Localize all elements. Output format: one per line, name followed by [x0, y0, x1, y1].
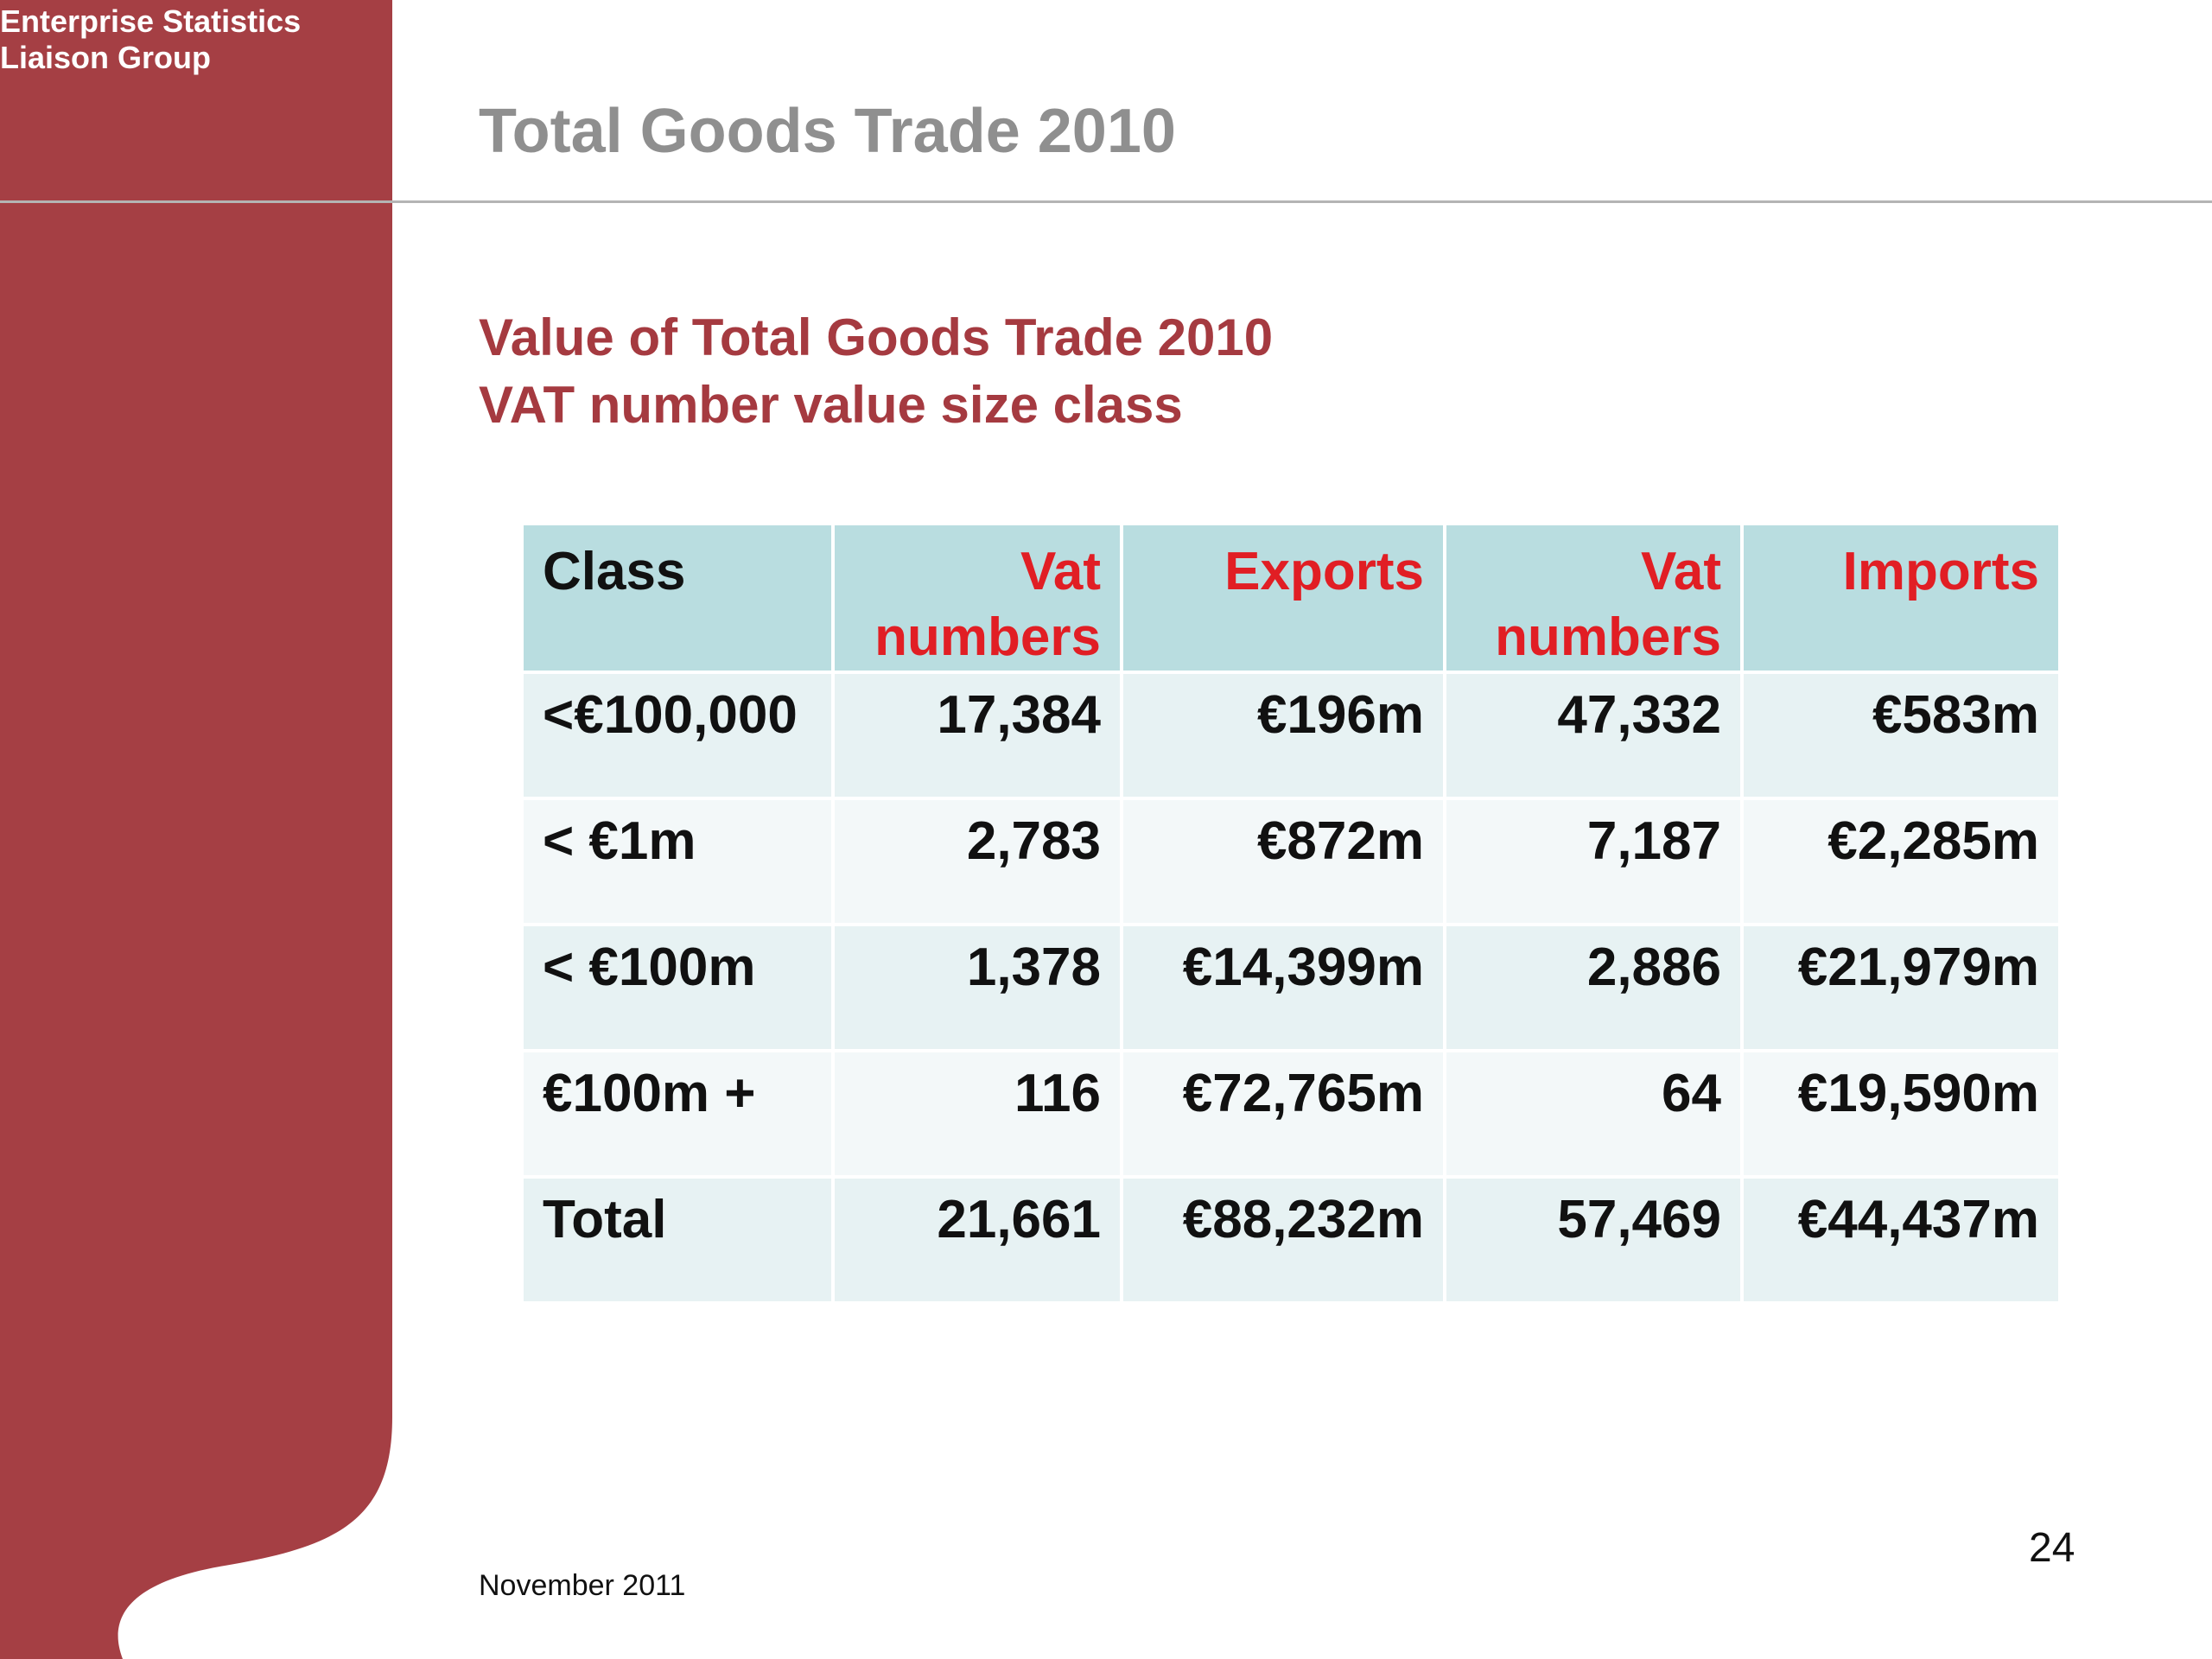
export-vat-numbers-cell: 1,378: [831, 923, 1123, 1052]
export-vat-numbers-cell: 116: [831, 1049, 1123, 1179]
size-class-cell: <€100,000: [520, 671, 835, 800]
imports-value-cell: €21,979m: [1740, 923, 2062, 1052]
export-vat-numbers-cell: 17,384: [831, 671, 1123, 800]
exports-value-cell: €872m: [1120, 797, 1446, 926]
table-row: < €100m 1,378 €14,399m 2,886 €21,979m: [520, 923, 2062, 1052]
slide-title: Total Goods Trade 2010: [479, 97, 1176, 166]
organization-name-line-1: Enterprise Statistics: [0, 3, 302, 39]
import-vat-numbers-cell: 64: [1443, 1049, 1744, 1179]
column-header-import-vat-line-1: Vat: [1640, 542, 1721, 601]
imports-value-cell: €2,285m: [1740, 797, 2062, 926]
table-subtitle-line-1: Value of Total Goods Trade 2010: [479, 308, 1274, 366]
sidebar-curve-shape: [0, 0, 392, 1659]
import-vat-numbers-cell: 2,886: [1443, 923, 1744, 1052]
column-header-export-vat-line-2: numbers: [874, 607, 1101, 667]
imports-value-cell: €44,437m: [1740, 1175, 2062, 1305]
exports-value-cell: €196m: [1120, 671, 1446, 800]
table-row: <€100,000 17,384 €196m 47,332 €583m: [520, 671, 2062, 800]
exports-value-cell: €14,399m: [1120, 923, 1446, 1052]
column-header-export-vat-numbers: Vat numbers: [831, 522, 1123, 674]
column-header-export-vat-line-1: Vat: [1020, 542, 1101, 601]
organization-name-line-2: Liaison Group: [0, 40, 212, 75]
footer-date: November 2011: [479, 1569, 686, 1602]
import-vat-numbers-cell: 57,469: [1443, 1175, 1744, 1305]
exports-value-cell: €88,232m: [1120, 1175, 1446, 1305]
table-header-row: Class Vat numbers Exports Vat numbers Im…: [520, 522, 2062, 674]
column-header-import-vat-line-2: numbers: [1495, 607, 1721, 667]
organization-name: Enterprise Statistics Liaison Group: [0, 3, 301, 76]
exports-value-cell: €72,765m: [1120, 1049, 1446, 1179]
imports-value-cell: €19,590m: [1740, 1049, 2062, 1179]
import-vat-numbers-cell: 7,187: [1443, 797, 1744, 926]
export-vat-numbers-cell: 2,783: [831, 797, 1123, 926]
table-row: €100m + 116 €72,765m 64 €19,590m: [520, 1049, 2062, 1179]
column-header-imports: Imports: [1740, 522, 2062, 674]
page-number: 24: [2029, 1525, 2075, 1571]
table-subtitle: Value of Total Goods Trade 2010 VAT numb…: [479, 304, 1273, 439]
column-header-import-vat-numbers: Vat numbers: [1443, 522, 1744, 674]
table-subtitle-line-2: VAT number value size class: [479, 376, 1183, 434]
goods-trade-table: Class Vat numbers Exports Vat numbers Im…: [520, 522, 2062, 1305]
size-class-cell: €100m +: [520, 1049, 835, 1179]
column-header-class: Class: [520, 522, 835, 674]
size-class-cell: < €100m: [520, 923, 835, 1052]
header-divider: [0, 200, 2212, 203]
imports-value-cell: €583m: [1740, 671, 2062, 800]
size-class-cell: < €1m: [520, 797, 835, 926]
export-vat-numbers-cell: 21,661: [831, 1175, 1123, 1305]
table-total-row: Total 21,661 €88,232m 57,469 €44,437m: [520, 1175, 2062, 1305]
column-header-exports: Exports: [1120, 522, 1446, 674]
table-row: < €1m 2,783 €872m 7,187 €2,285m: [520, 797, 2062, 926]
size-class-cell: Total: [520, 1175, 835, 1305]
import-vat-numbers-cell: 47,332: [1443, 671, 1744, 800]
